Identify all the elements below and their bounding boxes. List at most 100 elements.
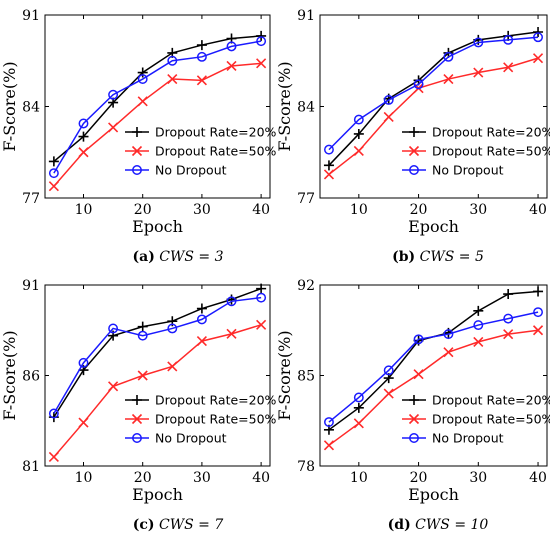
data-point (196, 40, 207, 51)
data-point (108, 323, 119, 334)
data-point (78, 417, 89, 428)
chart-panel-a: 10 20 30 40 77 84 91 Epoch F-Score(%) Dropout Rat… (0, 8, 277, 236)
caption-a-text: CWS = 3 (159, 249, 224, 265)
x-tick-label: 20 (410, 470, 428, 486)
data-point (532, 325, 544, 336)
data-point (256, 30, 267, 41)
legend-label: Dropout Rate=20% (155, 125, 277, 140)
legend-marker (409, 395, 419, 405)
data-point (324, 417, 334, 427)
data-point (383, 111, 394, 123)
y-axis-label: F-Score(%) (275, 61, 294, 151)
data-point (353, 114, 364, 125)
data-point (473, 320, 484, 331)
y-tick-label: 78 (297, 459, 315, 475)
data-point (324, 144, 334, 155)
x-tick-label: 30 (469, 202, 487, 218)
legend-marker (132, 165, 142, 175)
data-point (533, 286, 544, 297)
x-tick-label: 40 (529, 470, 547, 486)
series-line (328, 36, 539, 151)
data-point (503, 329, 514, 340)
series-line (328, 329, 539, 446)
x-tick-label: 10 (350, 470, 368, 486)
legend-label: No Dropout (432, 431, 504, 446)
data-point (353, 392, 364, 403)
y-axis-label: F-Score(%) (0, 61, 19, 151)
caption-a-tag: (a) (132, 249, 155, 265)
data-point (443, 73, 454, 85)
data-point (503, 62, 514, 73)
y-tick-label: 77 (22, 191, 40, 207)
data-point (383, 95, 394, 105)
data-point (383, 365, 394, 376)
data-point (256, 283, 267, 294)
data-point (256, 319, 267, 330)
data-point (443, 347, 454, 358)
legend-marker (132, 433, 142, 443)
y-tick-label: 91 (22, 8, 40, 24)
data-point (353, 418, 364, 429)
y-tick-label: 86 (22, 369, 40, 385)
data-point (353, 402, 364, 413)
caption-c-text: CWS = 7 (159, 517, 224, 533)
x-tick-label: 10 (75, 202, 93, 218)
series-line (53, 296, 262, 414)
y-tick-label: 81 (22, 459, 40, 475)
legend-label: No Dropout (432, 163, 504, 178)
data-point (196, 51, 207, 62)
data-point (226, 60, 237, 72)
x-tick-label: 10 (75, 470, 93, 486)
data-point (533, 32, 543, 43)
chart-panel-b: 10 20 30 40 77 84 91 Epoch F-Score(%) Dropout Rat… (275, 8, 550, 236)
x-tick-label: 30 (469, 470, 487, 486)
x-tick-label: 30 (193, 470, 211, 486)
data-point (137, 321, 148, 332)
x-tick-label: 20 (134, 202, 152, 218)
series-line (328, 57, 539, 176)
y-tick-label: 84 (297, 100, 315, 116)
data-point (78, 131, 89, 142)
data-point (48, 451, 59, 463)
y-tick-label: 91 (22, 278, 40, 294)
series-line (328, 311, 539, 423)
legend-label: No Dropout (155, 431, 227, 446)
data-point (137, 67, 148, 78)
legend-label: Dropout Rate=20% (432, 393, 550, 408)
data-point (137, 370, 148, 381)
legend-label: No Dropout (155, 163, 227, 178)
caption-b: (b) CWS = 5 (392, 249, 484, 265)
y-axis-label: F-Score(%) (275, 330, 294, 420)
x-tick-label: 40 (529, 202, 547, 218)
data-point (443, 329, 454, 340)
data-point (503, 289, 514, 300)
legend-marker (408, 145, 420, 157)
x-axis-label: Epoch (132, 217, 183, 236)
data-point (413, 79, 424, 90)
data-point (256, 36, 267, 47)
data-point (323, 440, 335, 451)
legend-label: Dropout Rate=50% (432, 144, 550, 159)
series-line (328, 290, 539, 431)
x-tick-label: 10 (350, 202, 368, 218)
data-point (78, 147, 89, 158)
x-axis-label: Epoch (408, 485, 459, 504)
data-point (48, 181, 59, 192)
data-point (108, 381, 119, 392)
y-tick-label: 77 (297, 191, 315, 207)
data-point (78, 357, 89, 368)
caption-a: (a) CWS = 3 (132, 249, 223, 265)
caption-d: (d) CWS = 10 (388, 517, 489, 533)
chart-panel-d: 10 20 30 40 78 85 92 Epoch F-Score(%) Dropout Rat… (275, 278, 550, 504)
series-line (53, 62, 262, 187)
data-point (473, 67, 484, 78)
data-point (137, 330, 148, 341)
data-point (48, 156, 59, 167)
data-point (196, 75, 207, 86)
data-point (503, 313, 514, 324)
data-point (226, 296, 237, 307)
data-point (473, 305, 484, 316)
data-point (196, 336, 207, 347)
data-point (533, 26, 544, 37)
